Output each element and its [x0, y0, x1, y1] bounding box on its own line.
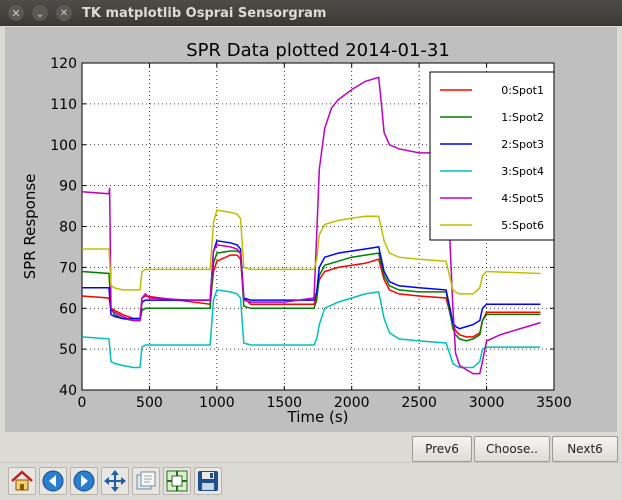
legend-entry: 0:Spot1 — [501, 84, 544, 97]
chevron-down-icon[interactable]: ⌄ — [32, 5, 48, 21]
x-tick-label: 2500 — [401, 395, 437, 411]
legend-entry: 3:Spot4 — [501, 165, 544, 178]
prev-button[interactable]: Prev6 — [412, 436, 472, 462]
series-layer — [81, 76, 541, 375]
y-axis-label: SPR Response — [21, 174, 39, 280]
series-line-5 — [81, 76, 541, 375]
close-icon[interactable]: ✕ — [56, 5, 72, 21]
configure-subplots-icon[interactable] — [163, 467, 191, 495]
x-tick-label: 1500 — [266, 395, 302, 411]
window-title: TK matplotlib Osprai Sensorgram — [82, 5, 327, 21]
forward-arrow-icon[interactable] — [70, 467, 98, 495]
series-line-4 — [81, 289, 541, 369]
x-tick-label: 1000 — [199, 395, 235, 411]
y-tick-label: 90 — [59, 179, 77, 195]
save-icon[interactable] — [194, 467, 222, 495]
y-tick-label: 60 — [59, 301, 77, 317]
pan-icon[interactable] — [101, 467, 129, 495]
legend-entry: 1:Spot2 — [501, 111, 544, 124]
zoom-icon[interactable] — [132, 467, 160, 495]
y-tick-label: 40 — [59, 383, 77, 399]
home-icon[interactable] — [8, 467, 36, 495]
y-tick-label: 70 — [59, 260, 77, 276]
legend: 0:Spot1 1:Spot2 2:Spot3 3:Spot4 4:Spot5 5:Spo… — [429, 71, 555, 241]
series-line-6 — [82, 209, 541, 295]
navigation-bar: Prev6 Choose.. Next6 — [0, 432, 622, 462]
y-tick-label: 100 — [50, 138, 77, 154]
sensorgram-chart: 0 500 1000 1500 2000 2500 3000 3500 40 50 60 70 80 90… — [5, 27, 617, 432]
legend-entry: 5:Spot6 — [501, 219, 544, 232]
x-tick-label: 0 — [78, 395, 87, 411]
choose-button[interactable]: Choose.. — [474, 436, 550, 462]
x-tick-label: 3000 — [469, 395, 505, 411]
back-arrow-icon[interactable] — [39, 467, 67, 495]
legend-entry: 4:Spot5 — [501, 192, 544, 205]
x-tick-label: 500 — [136, 395, 163, 411]
y-tick-label: 50 — [59, 342, 77, 358]
x-tick-label: 3500 — [536, 395, 572, 411]
y-tick-label: 110 — [50, 97, 77, 113]
title-bar: ✕ ⌄ ✕ TK matplotlib Osprai Sensorgram — [0, 0, 622, 26]
axis-ticks: 0 500 1000 1500 2000 2500 3000 3500 40 50 60 70 80 90… — [50, 56, 572, 411]
legend-entry: 2:Spot3 — [501, 138, 544, 151]
matplotlib-toolbar — [0, 462, 622, 500]
close-icon[interactable]: ✕ — [8, 5, 24, 21]
legend-box — [429, 71, 555, 241]
y-tick-label: 80 — [59, 220, 77, 236]
x-tick-label: 2000 — [334, 395, 370, 411]
figure-canvas[interactable]: 0 500 1000 1500 2000 2500 3000 3500 40 50 60 70 80 90… — [5, 27, 617, 432]
y-tick-label: 120 — [50, 56, 77, 72]
x-axis-label: Time (s) — [287, 408, 349, 426]
chart-title: SPR Data plotted 2014-01-31 — [186, 40, 450, 61]
next-button[interactable]: Next6 — [552, 436, 618, 462]
